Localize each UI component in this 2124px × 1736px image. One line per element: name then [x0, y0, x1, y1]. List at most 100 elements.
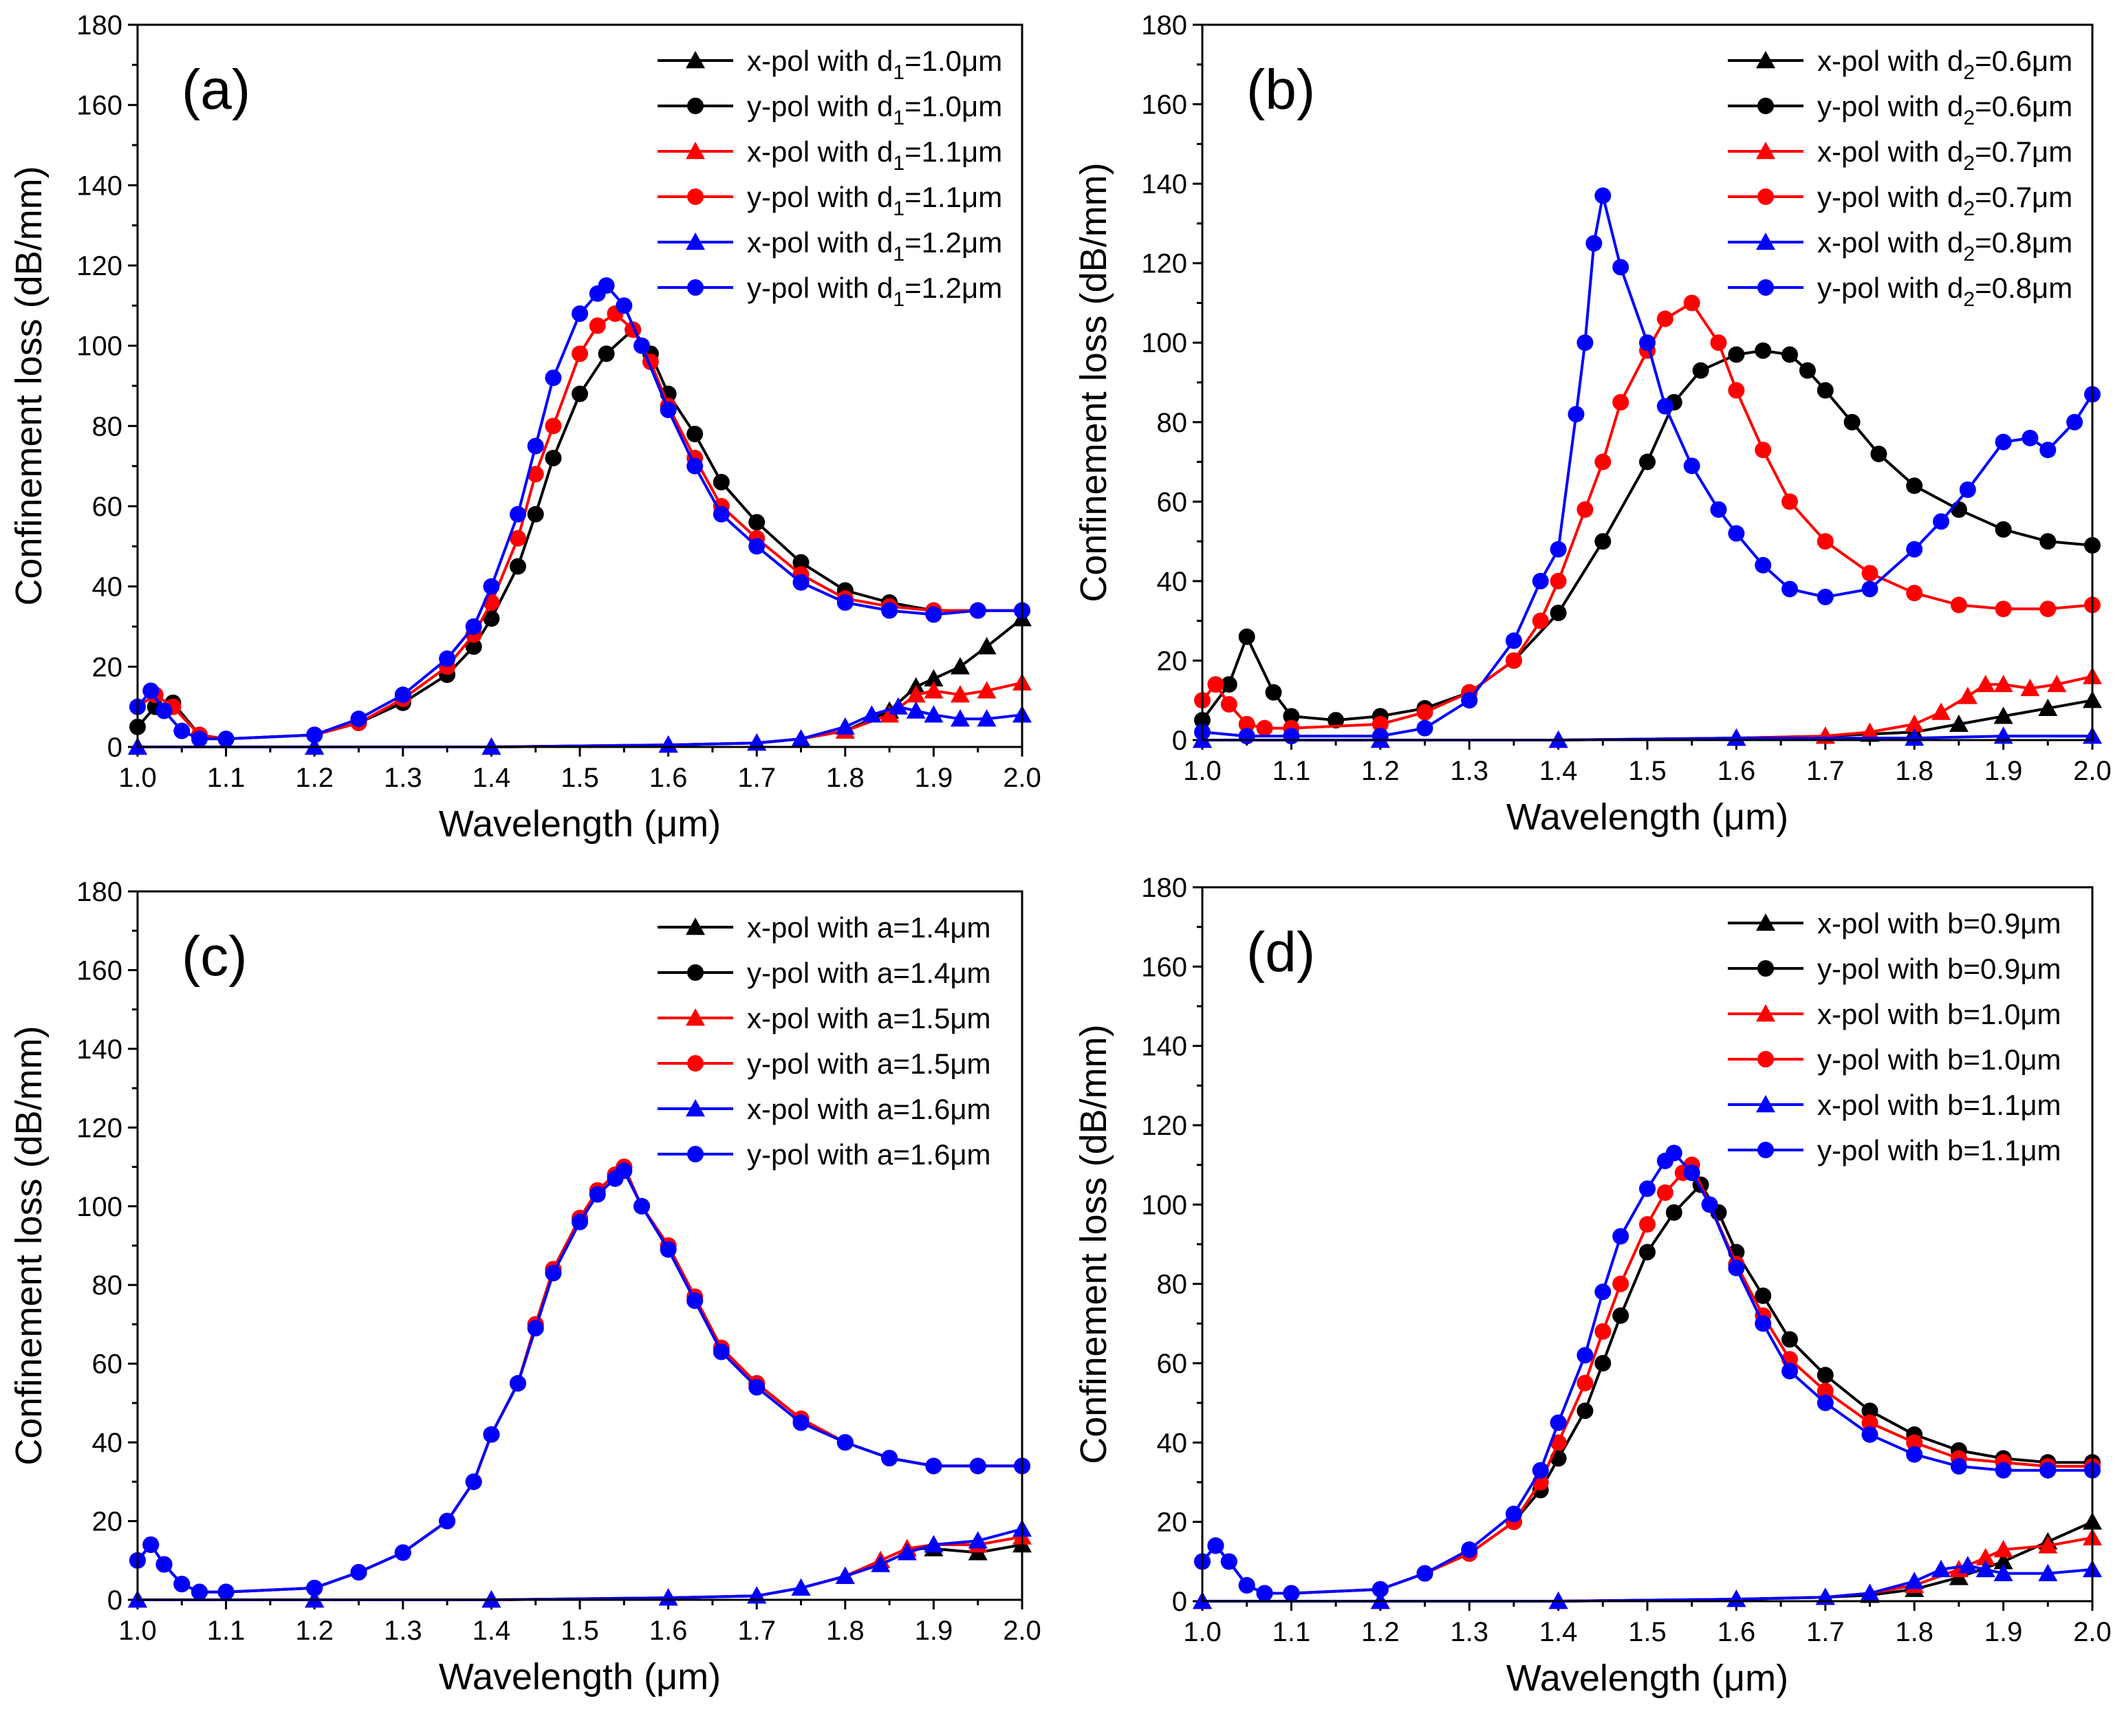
- data-point: [1906, 1446, 1923, 1463]
- y-tick-label: 60: [1157, 487, 1188, 517]
- plot-frame: [1201, 886, 2094, 1603]
- x-tick-label: 1.9: [1984, 1617, 2023, 1647]
- legend-marker: [1757, 960, 1774, 977]
- legend-entry: y-pol with d1=1.2μm: [658, 272, 1002, 311]
- legend-text: =0.7μm: [1975, 181, 2072, 213]
- data-point: [1861, 1414, 1878, 1431]
- legend-label: x-pol with d1=1.1μm: [747, 135, 1002, 175]
- data-point: [1950, 501, 1967, 518]
- y-tick-label: 100: [1141, 328, 1187, 358]
- data-point: [1975, 1548, 1995, 1565]
- legend-label: x-pol with d2=0.7μm: [1817, 135, 2072, 175]
- x-tick-label: 1.7: [1806, 1617, 1845, 1647]
- y-tick-label: 60: [92, 1349, 123, 1380]
- data-point: [1372, 715, 1389, 733]
- data-point: [1817, 1382, 1834, 1400]
- data-point: [173, 1576, 191, 1593]
- legend-marker: [1756, 142, 1775, 160]
- data-point: [1958, 1556, 1977, 1574]
- data-point: [1372, 728, 1389, 745]
- data-point: [1906, 541, 1923, 558]
- data-point: [2047, 675, 2067, 693]
- y-tick-label: 100: [76, 332, 122, 362]
- data-point: [509, 1375, 526, 1392]
- data-point: [1861, 1426, 1878, 1443]
- x-tick-label: 1.8: [1895, 1617, 1933, 1647]
- legend-entry: x-pol with b=1.1μm: [1728, 1089, 2061, 1121]
- legend-label: y-pol with b=1.0μm: [1817, 1043, 2061, 1076]
- data-point: [871, 1554, 891, 1572]
- data-point: [1576, 501, 1594, 518]
- x-tick-label: 1.7: [1806, 756, 1845, 786]
- y-tick-label: 140: [76, 171, 122, 201]
- data-point: [924, 669, 944, 687]
- data-point: [1639, 1244, 1656, 1261]
- legend-subscript: 1: [893, 107, 904, 129]
- data-point: [527, 437, 544, 455]
- legend-text: =1.1μm: [904, 181, 1002, 213]
- data-point: [1238, 728, 1255, 745]
- data-point: [1861, 581, 1878, 598]
- data-point: [1726, 1589, 1746, 1607]
- legend-text: y-pol with d: [1817, 90, 1963, 122]
- data-point: [1905, 728, 1925, 746]
- legend-text: x-pol with b=1.0μm: [1817, 998, 2061, 1030]
- x-tick-label: 2.0: [2073, 1617, 2112, 1647]
- data-point: [1568, 406, 1585, 423]
- data-point: [881, 1450, 898, 1466]
- data-point: [881, 602, 898, 619]
- legend-entry: x-pol with d1=1.2μm: [658, 226, 1002, 265]
- legend-text: =1.1μm: [904, 135, 1002, 168]
- y-tick-label: 160: [76, 91, 122, 121]
- x-tick-label: 1.9: [915, 763, 953, 793]
- legend-entry: y-pol with a=1.4μm: [658, 957, 991, 989]
- data-point: [1238, 715, 1255, 733]
- legend-marker: [687, 188, 704, 205]
- data-point: [792, 574, 810, 591]
- data-point: [465, 638, 482, 655]
- data-point: [1906, 1434, 1923, 1451]
- data-point: [2020, 678, 2040, 697]
- data-point: [1505, 632, 1522, 649]
- x-tick-label: 1.3: [1450, 756, 1488, 786]
- legend-label: x-pol with b=1.0μm: [1817, 998, 2061, 1030]
- data-point: [950, 709, 970, 727]
- data-point: [589, 1186, 606, 1203]
- x-tick-label: 1.0: [1183, 1617, 1222, 1647]
- legend-entry: y-pol with d2=0.6μm: [1728, 90, 2072, 129]
- data-point: [1576, 334, 1594, 351]
- series-y-pol-with-d2-0.7-m: [1194, 294, 2101, 737]
- data-point: [1612, 1307, 1629, 1324]
- data-point: [1781, 1363, 1799, 1380]
- data-point: [527, 506, 544, 523]
- data-point: [1283, 728, 1300, 745]
- data-point: [1958, 686, 1977, 704]
- data-point: [1683, 294, 1700, 312]
- legend-entry: y-pol with d2=0.7μm: [1728, 181, 2072, 220]
- data-point: [835, 1566, 855, 1584]
- data-point: [306, 726, 323, 744]
- data-point: [439, 650, 456, 667]
- data-point: [1995, 1462, 2012, 1479]
- data-point: [950, 657, 970, 675]
- data-point: [589, 317, 606, 334]
- legend-text: x-pol with a=1.5μm: [747, 1002, 991, 1034]
- data-point: [1843, 413, 1861, 431]
- data-point: [1710, 501, 1727, 518]
- legend-text: x-pol with d: [1817, 45, 1963, 77]
- legend-text: y-pol with d: [747, 90, 893, 122]
- data-point: [350, 710, 367, 728]
- data-point: [1781, 346, 1799, 363]
- data-point: [1576, 1374, 1594, 1391]
- legend-label: y-pol with d1=1.2μm: [747, 272, 1002, 311]
- x-tick-label: 1.1: [207, 1616, 246, 1646]
- legend-label: y-pol with b=1.1μm: [1817, 1134, 2061, 1167]
- data-point: [1532, 612, 1549, 629]
- data-point: [1612, 1275, 1629, 1292]
- x-tick-label: 1.0: [1183, 756, 1222, 786]
- data-point: [1710, 334, 1727, 351]
- data-point: [1665, 1204, 1682, 1221]
- data-point: [977, 709, 997, 727]
- x-tick-label: 1.0: [118, 763, 157, 793]
- data-point: [1906, 477, 1923, 495]
